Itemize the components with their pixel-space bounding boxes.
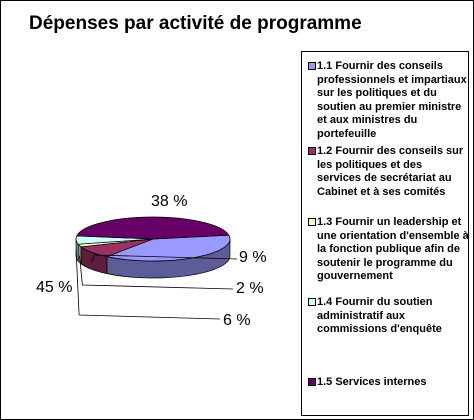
data-label-slice-1: 38 % xyxy=(151,193,188,210)
data-label-slice-2: 9 % xyxy=(239,249,267,266)
data-label-slice-5: 45 % xyxy=(36,279,73,296)
pie-sides xyxy=(75,238,231,279)
pie-tops xyxy=(75,216,231,262)
chart-title: Dépenses par activité de programme xyxy=(29,13,362,34)
pie-leaders xyxy=(75,250,238,320)
leader-line-2 xyxy=(91,254,238,263)
legend-label-4: 1.4 Fournir du soutien administratif aux… xyxy=(317,296,442,336)
pie-slice-5 xyxy=(76,216,230,240)
legend-swatch-4 xyxy=(308,298,316,306)
legend-swatch-3 xyxy=(308,218,316,226)
legend: 1.1 Fournir des conseils professionnels … xyxy=(301,51,469,416)
leader-line-4 xyxy=(75,250,221,320)
legend-label-5: 1.5 Services internes xyxy=(317,376,427,388)
data-label-slice-3: 2 % xyxy=(236,280,264,297)
data-label-slice-4: 6 % xyxy=(223,312,251,329)
pie-chart xyxy=(75,216,238,320)
legend-label-1: 1.1 Fournir des conseils professionnels … xyxy=(317,60,467,140)
legend-swatch-2 xyxy=(308,147,316,155)
leader-line-3 xyxy=(79,255,234,290)
legend-label-3: 1.3 Fournir un leadership et une orienta… xyxy=(317,216,469,283)
legend-label-2: 1.2 Fournir des conseils sur les politiq… xyxy=(317,145,464,198)
legend-swatch-1 xyxy=(308,62,316,70)
legend-swatch-5 xyxy=(308,378,316,386)
